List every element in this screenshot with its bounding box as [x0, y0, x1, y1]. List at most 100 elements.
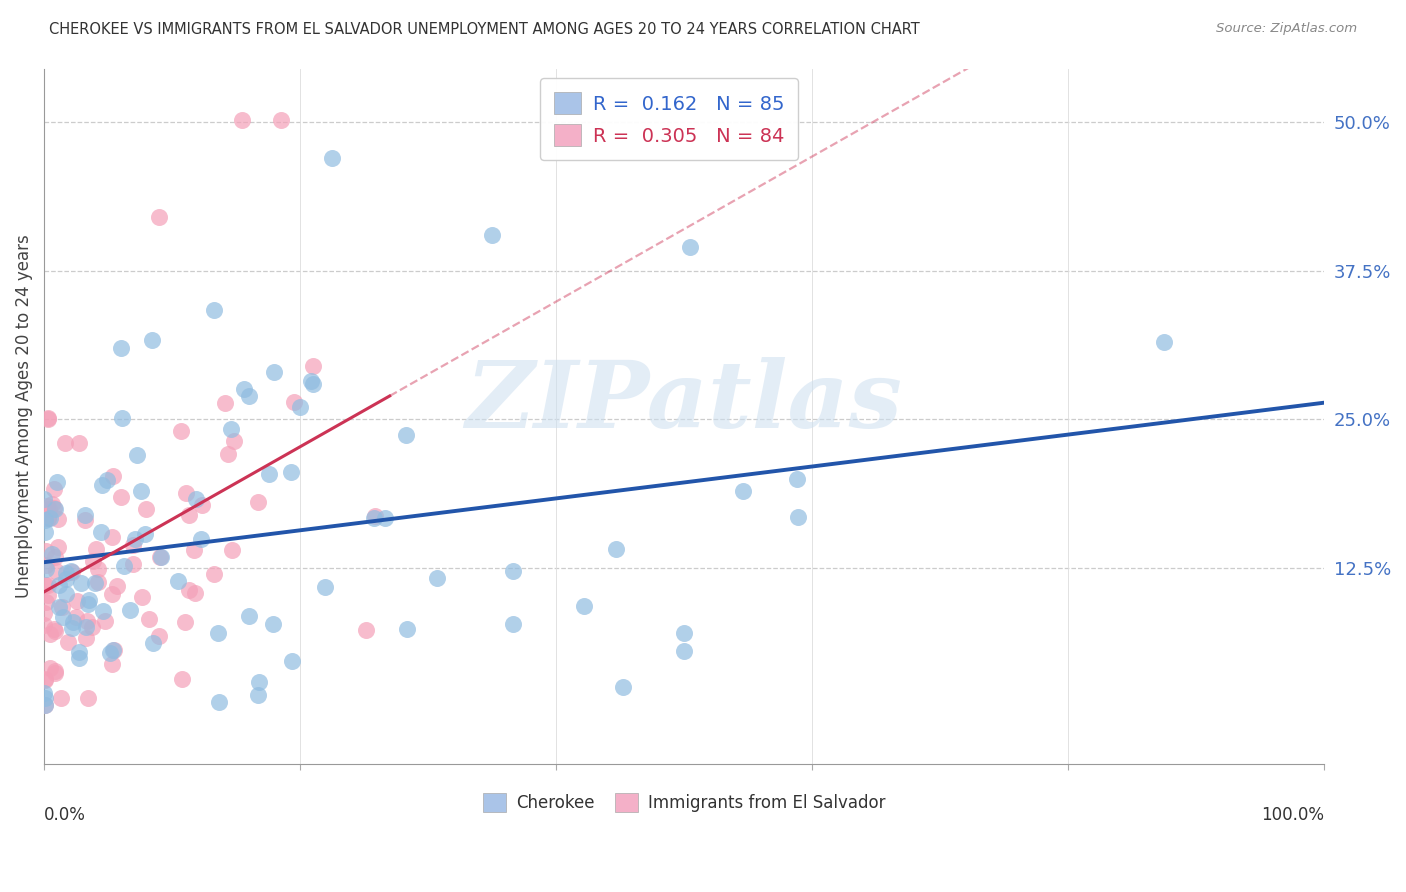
Point [257, 467, 280, 482]
Point [41, 497, 63, 511]
Point [91, 604, 114, 618]
Point [84, 542, 107, 557]
Point [174, 485, 197, 500]
Point [135, 501, 157, 516]
Point [82, 554, 104, 568]
Point [37, 588, 59, 602]
Legend: Cherokee, Immigrants from El Salvador: Cherokee, Immigrants from El Salvador [477, 786, 891, 819]
Point [110, 341, 132, 355]
Point [183, 542, 205, 557]
Point [321, 151, 343, 165]
Point [44, 622, 66, 636]
Point [283, 394, 305, 409]
Point [190, 532, 212, 546]
Point [34, 578, 56, 592]
Point [302, 376, 325, 391]
Point [100, 530, 122, 544]
Point [207, 626, 229, 640]
Point [299, 374, 322, 388]
Point [39, 511, 62, 525]
Point [363, 511, 385, 525]
Point [231, 112, 253, 127]
Point [56, 635, 79, 649]
Point [354, 623, 377, 637]
Point [55, 566, 77, 581]
Point [34, 524, 56, 539]
Point [217, 447, 239, 461]
Point [1153, 334, 1175, 349]
Point [247, 674, 270, 689]
Point [94, 615, 117, 629]
Point [39, 661, 62, 675]
Point [110, 490, 132, 504]
Point [60, 564, 83, 578]
Point [38, 502, 60, 516]
Point [179, 582, 201, 597]
Point [208, 695, 231, 709]
Point [221, 542, 243, 557]
Point [55, 587, 77, 601]
Point [786, 472, 808, 486]
Point [60, 621, 83, 635]
Point [114, 559, 136, 574]
Point [214, 396, 236, 410]
Point [77, 691, 100, 706]
Point [134, 527, 156, 541]
Point [37, 510, 59, 524]
Point [45, 475, 67, 489]
Point [238, 388, 260, 402]
Point [787, 510, 810, 524]
Point [364, 508, 387, 523]
Point [174, 615, 197, 629]
Point [612, 681, 634, 695]
Point [77, 597, 100, 611]
Point [41, 547, 63, 561]
Point [247, 495, 270, 509]
Point [395, 428, 418, 442]
Point [222, 434, 245, 449]
Point [80, 619, 103, 633]
Point [35, 562, 58, 576]
Y-axis label: Unemployment Among Ages 20 to 24 years: Unemployment Among Ages 20 to 24 years [15, 235, 32, 599]
Point [177, 508, 200, 522]
Point [148, 630, 170, 644]
Point [37, 412, 59, 426]
Point [42, 500, 65, 515]
Point [52, 610, 75, 624]
Point [733, 484, 755, 499]
Point [247, 688, 270, 702]
Point [32, 491, 55, 506]
Point [62, 566, 84, 580]
Text: 0.0%: 0.0% [44, 806, 86, 824]
Point [679, 240, 702, 254]
Point [37, 499, 59, 513]
Point [672, 626, 695, 640]
Point [233, 382, 256, 396]
Point [44, 624, 66, 638]
Point [101, 587, 124, 601]
Point [37, 411, 59, 425]
Point [148, 210, 170, 224]
Point [169, 425, 191, 439]
Point [280, 465, 302, 479]
Point [186, 491, 208, 506]
Point [426, 570, 449, 584]
Point [77, 592, 100, 607]
Point [141, 333, 163, 347]
Point [83, 575, 105, 590]
Point [219, 422, 242, 436]
Point [202, 567, 225, 582]
Point [42, 483, 65, 497]
Text: Source: ZipAtlas.com: Source: ZipAtlas.com [1216, 22, 1357, 36]
Point [48, 511, 70, 525]
Point [90, 525, 112, 540]
Point [149, 550, 172, 565]
Point [87, 574, 110, 589]
Point [125, 449, 148, 463]
Point [34, 673, 56, 687]
Point [53, 435, 76, 450]
Point [44, 665, 66, 680]
Point [281, 655, 304, 669]
Point [111, 410, 134, 425]
Point [73, 513, 96, 527]
